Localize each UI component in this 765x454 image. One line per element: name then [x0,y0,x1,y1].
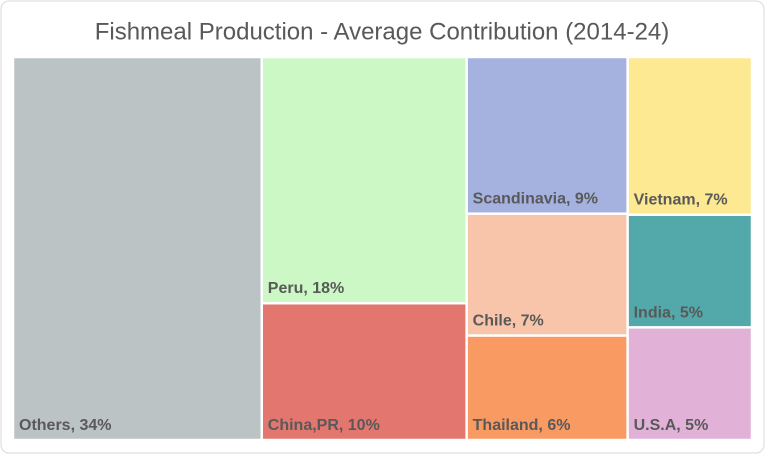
tile-label: Thailand, 6% [473,417,571,434]
chart-title: Fishmeal Production - Average Contributi… [95,18,670,45]
tile-label: Others, 34% [19,417,111,434]
tile-label: China,PR, 10% [268,417,380,434]
treemap-tile [263,58,466,302]
treemap-tile [467,214,627,335]
treemap-tile [628,215,751,327]
treemap-tile [467,336,627,439]
treemap-tile [467,58,627,213]
tile-label: India, 5% [634,304,703,321]
tile-label: Vietnam, 7% [634,192,728,209]
treemap-tile [628,328,751,439]
tile-label: Scandinavia, 9% [473,191,598,208]
treemap-tile [14,58,261,439]
tile-label: Chile, 7% [473,313,544,330]
tile-label: Peru, 18% [268,280,344,297]
tile-label: U.S.A, 5% [634,417,709,434]
plot-area: Others, 34% Peru, 18% China,PR, 10% Scandin… [14,58,751,439]
treemap-tile [628,58,751,214]
treemap-tile [263,304,466,439]
